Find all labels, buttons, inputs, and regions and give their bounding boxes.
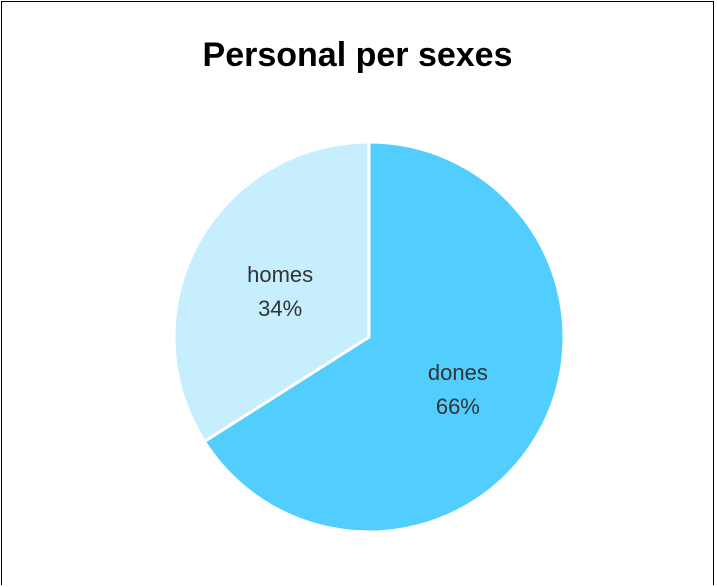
pie-slice-dones [202, 140, 566, 534]
slice-label-dones: dones [428, 360, 488, 385]
pie-slice-homes [172, 140, 371, 443]
slice-label-homes: homes [247, 262, 313, 287]
slice-percent-dones: 66% [436, 394, 480, 419]
chart-title: Personal per sexes [202, 36, 513, 74]
slice-percent-homes: 34% [258, 296, 302, 321]
